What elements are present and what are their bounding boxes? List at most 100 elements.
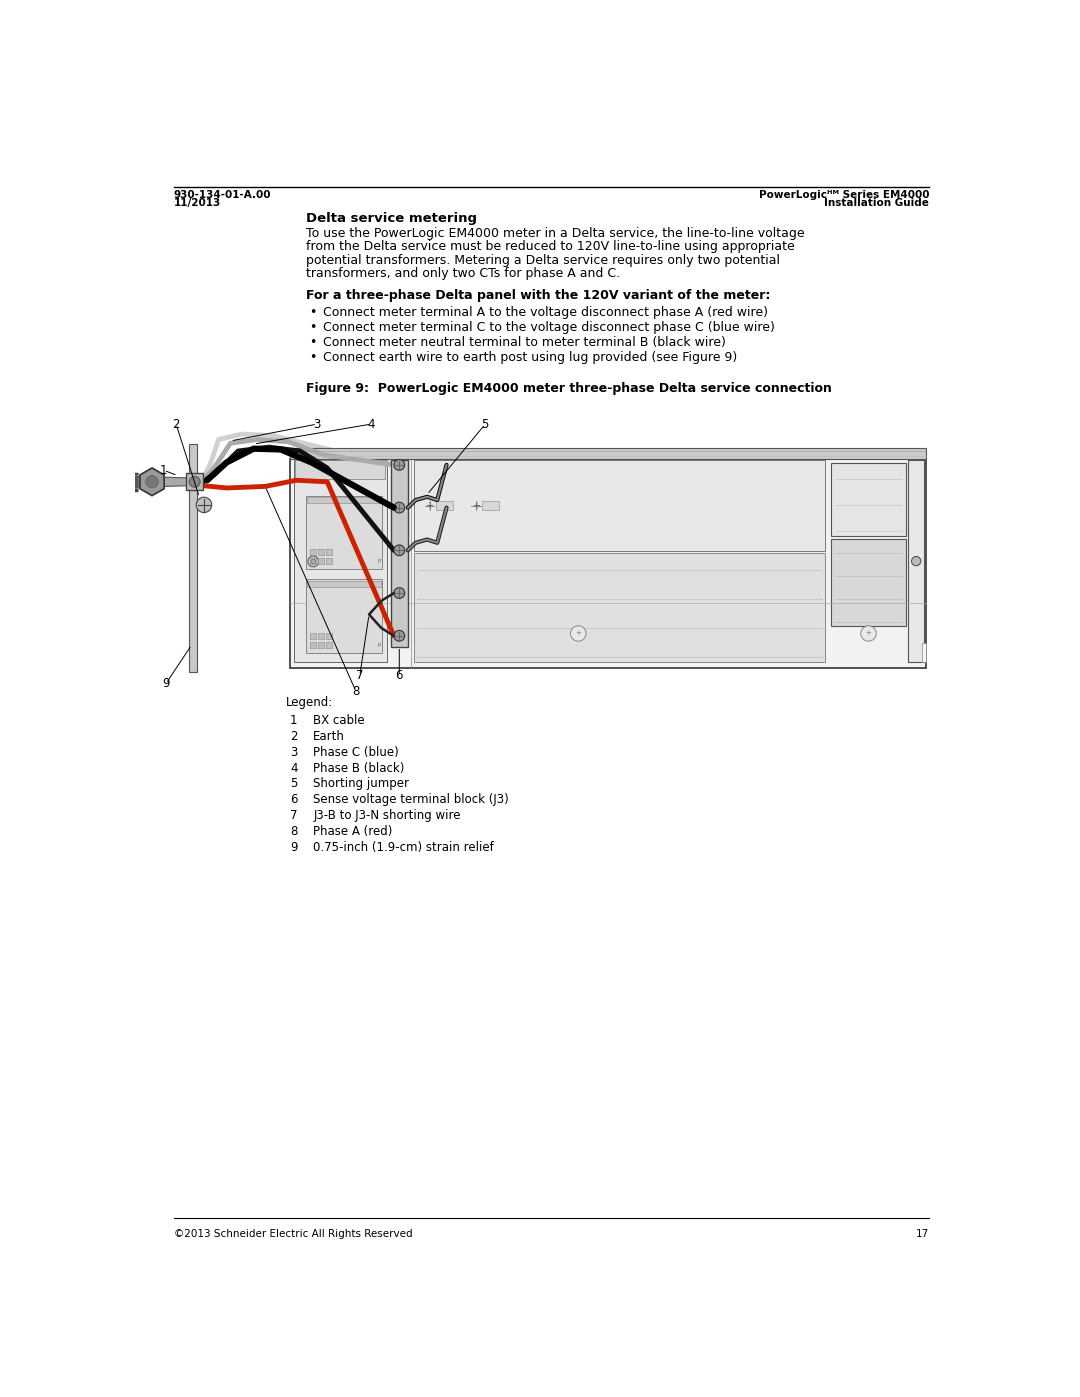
Circle shape xyxy=(912,556,921,566)
Circle shape xyxy=(394,630,405,641)
Text: Delta service metering: Delta service metering xyxy=(306,211,476,225)
Bar xyxy=(307,581,380,587)
Text: 5: 5 xyxy=(482,418,489,430)
Text: 7: 7 xyxy=(291,809,297,821)
Text: To use the PowerLogic EM4000 meter in a Delta service, the line-to-line voltage: To use the PowerLogic EM4000 meter in a … xyxy=(306,226,805,240)
Text: Connect meter terminal C to the voltage disconnect phase C (blue wire): Connect meter terminal C to the voltage … xyxy=(323,321,774,334)
Text: +: + xyxy=(472,500,480,511)
Text: 3: 3 xyxy=(291,746,297,759)
Text: 8: 8 xyxy=(291,824,297,838)
Text: •: • xyxy=(309,306,316,320)
Text: 1: 1 xyxy=(291,714,297,728)
Bar xyxy=(310,559,316,564)
Text: +: + xyxy=(426,500,433,511)
Text: 930-134-01-A.00: 930-134-01-A.00 xyxy=(174,190,271,200)
Text: 3: 3 xyxy=(313,418,321,430)
Text: Sense voltage terminal block (J3): Sense voltage terminal block (J3) xyxy=(313,793,509,806)
Bar xyxy=(318,549,324,555)
Circle shape xyxy=(311,559,315,564)
Bar xyxy=(326,633,332,638)
Bar xyxy=(318,559,324,564)
Bar xyxy=(414,553,825,662)
Text: Phase A (red): Phase A (red) xyxy=(313,824,393,838)
Bar xyxy=(310,549,316,555)
Text: J3-B to J3-N shorting wire: J3-B to J3-N shorting wire xyxy=(313,809,461,821)
Circle shape xyxy=(394,460,405,471)
Text: Shorting jumper: Shorting jumper xyxy=(313,778,409,791)
Text: 17: 17 xyxy=(916,1229,930,1239)
Circle shape xyxy=(328,539,343,555)
Circle shape xyxy=(394,502,405,513)
Text: P: P xyxy=(378,559,381,564)
Text: +: + xyxy=(576,630,581,637)
Text: BX cable: BX cable xyxy=(313,714,365,728)
Bar xyxy=(391,460,408,647)
Bar xyxy=(291,448,926,458)
Bar xyxy=(326,549,332,555)
Circle shape xyxy=(394,588,405,598)
Bar xyxy=(189,444,197,672)
Text: +: + xyxy=(865,630,872,637)
Text: Legend:: Legend: xyxy=(286,696,334,708)
Text: 9: 9 xyxy=(291,841,297,854)
Text: Earth: Earth xyxy=(313,731,346,743)
Text: 4: 4 xyxy=(291,761,297,775)
Bar xyxy=(310,643,316,648)
Bar xyxy=(186,474,203,490)
Circle shape xyxy=(861,626,876,641)
Text: For a three-phase Delta panel with the 120V variant of the meter:: For a three-phase Delta panel with the 1… xyxy=(306,289,770,302)
Text: ©2013 Schneider Electric All Rights Reserved: ©2013 Schneider Electric All Rights Rese… xyxy=(174,1229,413,1239)
Bar xyxy=(318,633,324,638)
Text: •: • xyxy=(309,337,316,349)
Text: •: • xyxy=(309,321,316,334)
Circle shape xyxy=(197,497,212,513)
Bar xyxy=(831,462,906,536)
Text: Connect meter terminal A to the voltage disconnect phase A (red wire): Connect meter terminal A to the voltage … xyxy=(323,306,768,320)
Polygon shape xyxy=(138,476,190,488)
Polygon shape xyxy=(140,468,164,496)
Circle shape xyxy=(308,556,319,567)
Bar xyxy=(291,458,926,668)
Text: 0.75-inch (1.9-cm) strain relief: 0.75-inch (1.9-cm) strain relief xyxy=(313,841,494,854)
Text: 6: 6 xyxy=(395,669,403,682)
Text: Figure 9:  PowerLogic EM4000 meter three-phase Delta service connection: Figure 9: PowerLogic EM4000 meter three-… xyxy=(306,381,832,395)
Text: 1: 1 xyxy=(160,464,167,476)
Bar xyxy=(310,633,316,638)
Circle shape xyxy=(394,545,405,556)
Text: 7: 7 xyxy=(356,669,364,682)
Text: •: • xyxy=(309,351,316,365)
Text: 5: 5 xyxy=(291,778,297,791)
Bar xyxy=(326,643,332,648)
Bar xyxy=(908,460,924,662)
Text: 2: 2 xyxy=(173,418,180,430)
Bar xyxy=(294,460,387,662)
Bar xyxy=(831,539,906,626)
Text: P: P xyxy=(378,643,381,648)
Bar xyxy=(318,643,324,648)
Bar xyxy=(482,502,499,510)
Text: from the Delta service must be reduced to 120V line-to-line using appropriate: from the Delta service must be reduced t… xyxy=(306,240,794,253)
Text: 4: 4 xyxy=(367,418,375,430)
Circle shape xyxy=(189,476,200,488)
Bar xyxy=(326,559,332,564)
Bar xyxy=(922,643,927,662)
Bar xyxy=(296,460,386,479)
Bar xyxy=(306,580,382,652)
Text: Connect meter neutral terminal to meter terminal B (black wire): Connect meter neutral terminal to meter … xyxy=(323,337,726,349)
Text: PowerLogicᴴᴹ Series EM4000: PowerLogicᴴᴹ Series EM4000 xyxy=(759,190,930,200)
Bar xyxy=(435,502,453,510)
Bar xyxy=(414,460,825,550)
Bar xyxy=(307,497,380,503)
Bar xyxy=(306,496,382,569)
Text: 6: 6 xyxy=(291,793,297,806)
Text: 8: 8 xyxy=(352,685,360,697)
Text: transformers, and only two CTs for phase A and C.: transformers, and only two CTs for phase… xyxy=(306,267,620,281)
Circle shape xyxy=(146,475,159,488)
Text: 11/2013: 11/2013 xyxy=(174,198,221,208)
Text: Phase C (blue): Phase C (blue) xyxy=(313,746,399,759)
Text: potential transformers. Metering a Delta service requires only two potential: potential transformers. Metering a Delta… xyxy=(306,254,780,267)
Text: Connect earth wire to earth post using lug provided (see Figure 9): Connect earth wire to earth post using l… xyxy=(323,351,737,365)
Text: 9: 9 xyxy=(162,678,170,690)
Text: Phase B (black): Phase B (black) xyxy=(313,761,405,775)
Circle shape xyxy=(570,626,586,641)
